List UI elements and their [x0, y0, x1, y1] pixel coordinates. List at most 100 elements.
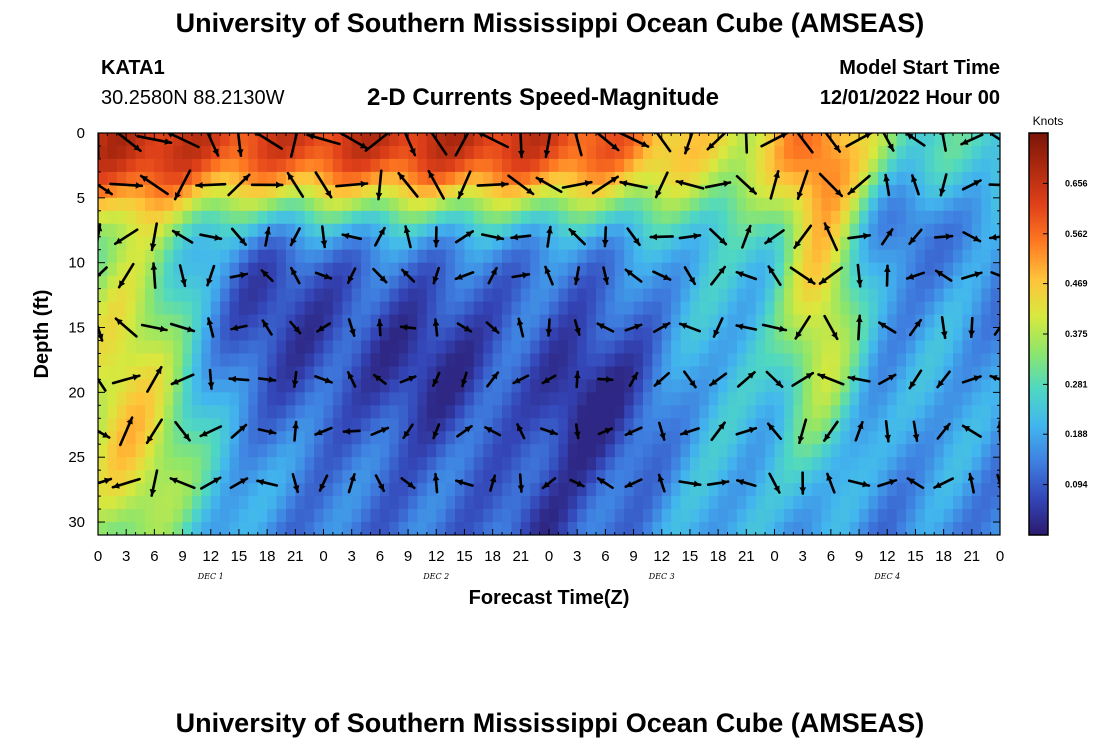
arrow-head: [963, 425, 971, 432]
heatmap-cell: [990, 236, 1000, 251]
heatmap-cell: [624, 496, 635, 510]
heatmap-cell: [661, 405, 672, 419]
heatmap-cell: [633, 405, 644, 419]
heatmap-cell: [445, 418, 456, 432]
heatmap-cell: [285, 483, 296, 497]
heatmap-cell: [652, 197, 663, 212]
heatmap-cell: [793, 392, 804, 406]
heatmap-cell: [943, 431, 954, 445]
heatmap-cell: [492, 353, 503, 368]
heatmap-cell: [398, 158, 409, 173]
heatmap-cell: [755, 184, 766, 199]
heatmap-cell: [755, 236, 766, 251]
heatmap-cell: [492, 249, 503, 264]
x-tick-label: 12: [879, 548, 896, 565]
heatmap-cell: [680, 301, 691, 316]
heatmap-cell: [896, 275, 907, 290]
heatmap-cell: [267, 236, 278, 251]
arrow-head: [325, 190, 332, 198]
heatmap-cell: [774, 223, 785, 238]
heatmap-cell: [492, 522, 503, 535]
heatmap-cell: [981, 210, 992, 225]
arrow-head: [736, 271, 744, 278]
current-arrow: [292, 420, 299, 442]
heatmap-cell: [530, 288, 541, 303]
heatmap-cell: [173, 457, 184, 471]
current-arrow: [657, 473, 666, 493]
heatmap-cell: [671, 496, 682, 510]
heatmap-cell: [652, 353, 663, 368]
current-arrow: [257, 428, 277, 435]
heatmap-cell: [530, 392, 541, 406]
heatmap-cell: [642, 133, 653, 147]
heatmap-cell: [426, 483, 437, 497]
arrow-head: [990, 233, 997, 241]
current-arrow: [793, 224, 813, 249]
heatmap-cell: [163, 314, 174, 329]
heatmap-cell: [332, 418, 343, 432]
colorbar: Knots 0.0940.1880.2810.3750.4690.5620.65…: [1028, 114, 1088, 536]
heatmap-cell: [859, 366, 870, 380]
heatmap-cell: [642, 288, 653, 303]
heatmap-cell: [549, 483, 559, 497]
heatmap-cell: [351, 509, 362, 523]
heatmap-cell: [342, 392, 353, 406]
arrow-head: [747, 372, 755, 379]
heatmap-cell: [962, 327, 973, 342]
heatmap-cell: [943, 392, 954, 406]
heatmap-cell: [163, 327, 174, 342]
current-arrow: [709, 228, 728, 246]
heatmap-cell: [144, 184, 155, 199]
heatmap-cell: [943, 197, 954, 212]
heatmap-cell: [652, 275, 663, 290]
heatmap-cell: [398, 418, 409, 432]
heatmap-cell: [849, 444, 860, 458]
heatmap-cell: [887, 444, 898, 458]
heatmap-cell: [736, 431, 747, 445]
heatmap-cell: [614, 301, 625, 316]
heatmap-cell: [671, 249, 682, 264]
heatmap-cell: [680, 496, 691, 510]
heatmap-cell: [426, 327, 437, 342]
heatmap-cell: [530, 457, 541, 471]
heatmap-cell: [642, 184, 653, 199]
colorbar-tick-label: 0.656: [1065, 178, 1088, 188]
heatmap-cell: [191, 288, 202, 303]
heatmap-cell: [661, 379, 672, 393]
arrow-head: [461, 379, 468, 386]
heatmap-cell: [896, 249, 907, 264]
heatmap-cell: [642, 470, 653, 484]
heatmap-cell: [304, 288, 315, 303]
heatmap-cell: [539, 496, 550, 510]
heatmap-cell: [267, 444, 278, 458]
current-arrow: [171, 229, 194, 244]
heatmap-cell: [746, 288, 757, 303]
heatmap-cell: [633, 457, 644, 471]
heatmap-cell: [906, 158, 917, 173]
heatmap-cell: [774, 210, 785, 225]
heatmap-cell: [539, 223, 550, 238]
heatmap-cell: [887, 327, 898, 342]
heatmap-cell: [530, 223, 541, 238]
heatmap-cell: [642, 405, 653, 419]
heatmap-cell: [426, 158, 437, 173]
heatmap-cell: [849, 249, 860, 264]
heatmap-cell: [107, 301, 118, 316]
heatmap-cell: [98, 301, 108, 316]
heatmap-cell: [755, 444, 766, 458]
heatmap-cell: [689, 249, 700, 264]
heatmap-cell: [774, 418, 785, 432]
heatmap-cell: [351, 171, 362, 186]
heatmap-cell: [915, 145, 926, 160]
heatmap-cell: [812, 366, 823, 380]
heatmap-cell: [736, 392, 747, 406]
heatmap-cell: [182, 184, 193, 199]
heatmap-cell: [238, 366, 249, 380]
heatmap-cell: [473, 418, 484, 432]
heatmap-cell: [417, 327, 428, 342]
heatmap-cell: [887, 262, 898, 277]
heatmap-cell: [962, 509, 973, 523]
heatmap-cell: [417, 223, 428, 238]
heatmap-cell: [614, 236, 625, 251]
heatmap-cell: [201, 171, 212, 186]
